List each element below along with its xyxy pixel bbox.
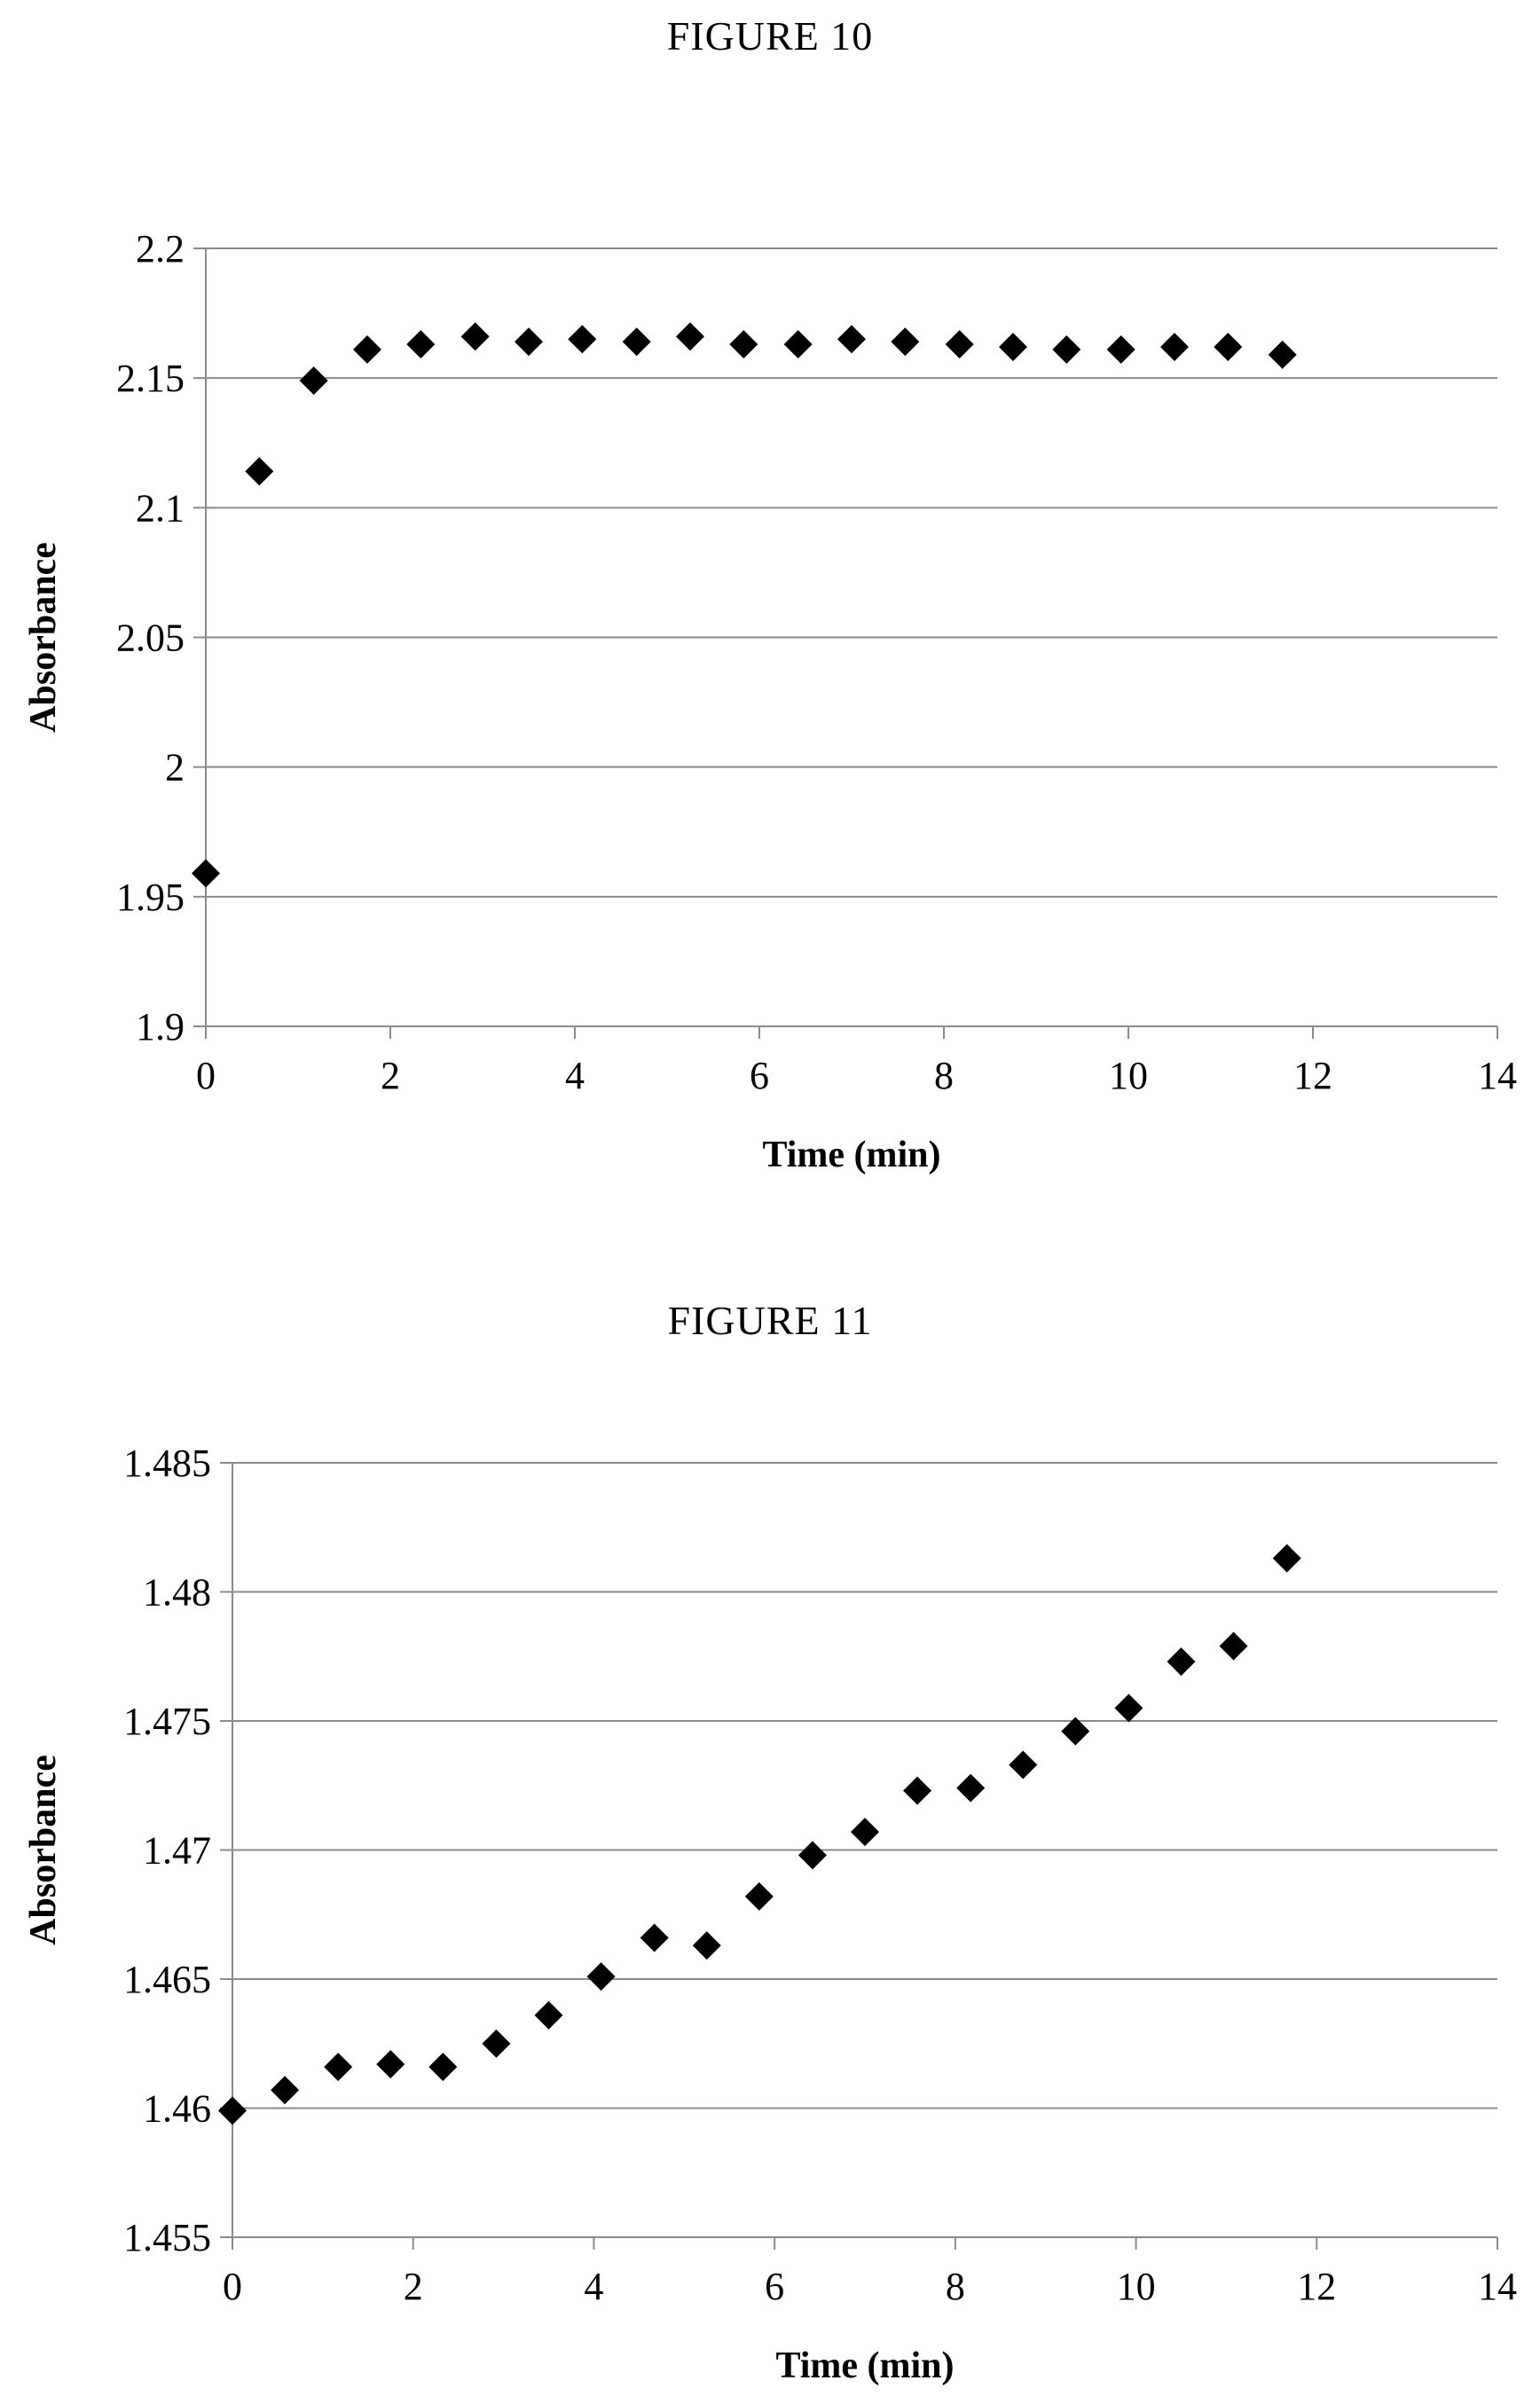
fig10-x-tick-label: 8 (934, 1054, 954, 1097)
figure-11-title: FIGURE 11 (667, 1298, 873, 1343)
fig10-data-point (353, 335, 381, 365)
fig10-data-point (1052, 335, 1081, 365)
fig10-y-tick-label: 1.95 (116, 876, 185, 919)
fig10-y-tick-label: 2 (165, 746, 185, 790)
fig11-y-tick-label: 1.455 (123, 2216, 211, 2259)
fig10-y-tick-label: 2.15 (116, 357, 185, 400)
fig11-data-point (798, 1841, 827, 1870)
fig10-data-point (568, 325, 597, 354)
fig11-data-point (744, 1882, 774, 1911)
fig11-data-point (376, 2050, 405, 2079)
fig10-data-point (406, 330, 436, 359)
fig11-data-point (1114, 1693, 1143, 1723)
fig10-data-point (515, 327, 543, 357)
fig10-data-point (245, 457, 274, 486)
fig11-y-tick-label: 1.47 (143, 1829, 211, 1873)
fig10-data-point (676, 322, 704, 351)
fig10-data-point (1106, 335, 1135, 365)
fig10-x-tick-label: 12 (1293, 1054, 1332, 1097)
fig10-x-axis-label: Time (min) (762, 1135, 940, 1175)
fig11-x-tick-label: 4 (584, 2265, 603, 2308)
fig10-x-tick-label: 6 (750, 1054, 769, 1097)
figure-10-chart: 1.9 1.95 2 2.05 2.1 2.15 2.2 0 2 4 6 8 10 12 14 Time (m… (23, 227, 1517, 1175)
fig11-x-axis-label: Time (min) (775, 2345, 954, 2386)
figure-10-title: FIGURE 10 (666, 13, 874, 59)
fig11-data-point (324, 2052, 353, 2081)
fig10-x-tick-label: 10 (1109, 1054, 1148, 1097)
fig11-data-point (482, 2029, 511, 2058)
fig11-data-point (640, 1923, 669, 1952)
fig10-data-point (783, 330, 813, 359)
fig10-y-tick-label: 2.05 (116, 617, 185, 660)
fig11-data-point (1219, 1631, 1248, 1661)
fig11-data-point (534, 2000, 563, 2030)
fig11-x-tick-label: 10 (1117, 2265, 1156, 2308)
fig10-data-point (1268, 340, 1297, 369)
fig10-data-point (891, 327, 920, 357)
fig10-x-tick-label: 0 (196, 1054, 216, 1097)
fig10-data-point (729, 330, 758, 359)
fig11-data-point (218, 2096, 247, 2125)
fig10-data-point (299, 366, 328, 396)
fig10-data-point (1214, 333, 1243, 362)
fig11-y-tick-label: 1.465 (123, 1958, 211, 2001)
fig11-data-point (1061, 1717, 1090, 1746)
fig10-x-tick-label: 4 (565, 1054, 585, 1097)
fig11-x-tick-label: 6 (765, 2265, 784, 2308)
fig10-y-tick-label: 2.2 (136, 227, 185, 271)
fig11-y-axis-label: Absorbance (23, 1755, 64, 1945)
fig11-y-tick-label: 1.46 (143, 2087, 211, 2131)
fig10-data-point (945, 330, 974, 359)
fig11-data-point (903, 1776, 932, 1805)
fig11-data-point (1009, 1750, 1038, 1779)
fig11-x-tick-label: 0 (223, 2265, 242, 2308)
fig11-data-point (1272, 1544, 1301, 1573)
fig10-data-point (837, 325, 866, 354)
fig10-data-point (1160, 333, 1189, 362)
fig10-data-point (192, 859, 220, 888)
fig10-data-point (460, 322, 490, 351)
fig11-data-point (1167, 1647, 1196, 1677)
fig11-y-tick-label: 1.48 (143, 1571, 211, 1614)
fig11-data-point (271, 2076, 300, 2105)
fig11-x-tick-label: 14 (1478, 2265, 1517, 2308)
fig11-data-point (586, 1962, 616, 1992)
fig10-y-tick-label: 2.1 (136, 486, 185, 530)
fig11-data-point (428, 2052, 458, 2081)
fig10-y-tick-label: 1.9 (136, 1005, 185, 1049)
fig11-y-tick-label: 1.475 (123, 1700, 211, 1743)
fig11-x-tick-label: 8 (946, 2265, 965, 2308)
fig11-data-point (851, 1818, 879, 1847)
fig10-data-point (999, 333, 1027, 362)
fig10-x-tick-label: 14 (1478, 1054, 1517, 1097)
fig11-y-tick-label: 1.485 (123, 1442, 211, 1485)
fig10-y-axis-label: Absorbance (23, 542, 64, 733)
fig11-data-point (692, 1931, 721, 1960)
fig10-data-point (622, 327, 651, 357)
fig11-x-tick-label: 12 (1297, 2265, 1336, 2308)
fig11-x-tick-label: 2 (404, 2265, 423, 2308)
fig10-x-tick-label: 2 (381, 1054, 400, 1097)
fig11-data-point (956, 1773, 986, 1803)
